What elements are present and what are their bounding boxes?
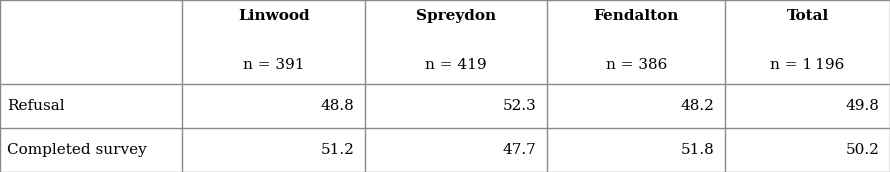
Text: 52.3: 52.3 — [503, 99, 537, 113]
Text: Refusal: Refusal — [7, 99, 65, 113]
Text: 48.8: 48.8 — [320, 99, 354, 113]
Text: Completed survey: Completed survey — [7, 143, 147, 157]
Text: n = 419: n = 419 — [425, 58, 487, 72]
Text: Total: Total — [787, 9, 829, 23]
Text: Spreydon: Spreydon — [416, 9, 497, 23]
Text: 50.2: 50.2 — [846, 143, 879, 157]
Text: 48.2: 48.2 — [681, 99, 715, 113]
Text: 51.8: 51.8 — [681, 143, 715, 157]
Text: 49.8: 49.8 — [846, 99, 879, 113]
Text: n = 391: n = 391 — [243, 58, 304, 72]
Text: 51.2: 51.2 — [320, 143, 354, 157]
Text: Fendalton: Fendalton — [594, 9, 679, 23]
Text: Linwood: Linwood — [238, 9, 310, 23]
Text: n = 386: n = 386 — [606, 58, 667, 72]
Text: 47.7: 47.7 — [503, 143, 537, 157]
Text: n = 1 196: n = 1 196 — [771, 58, 845, 72]
